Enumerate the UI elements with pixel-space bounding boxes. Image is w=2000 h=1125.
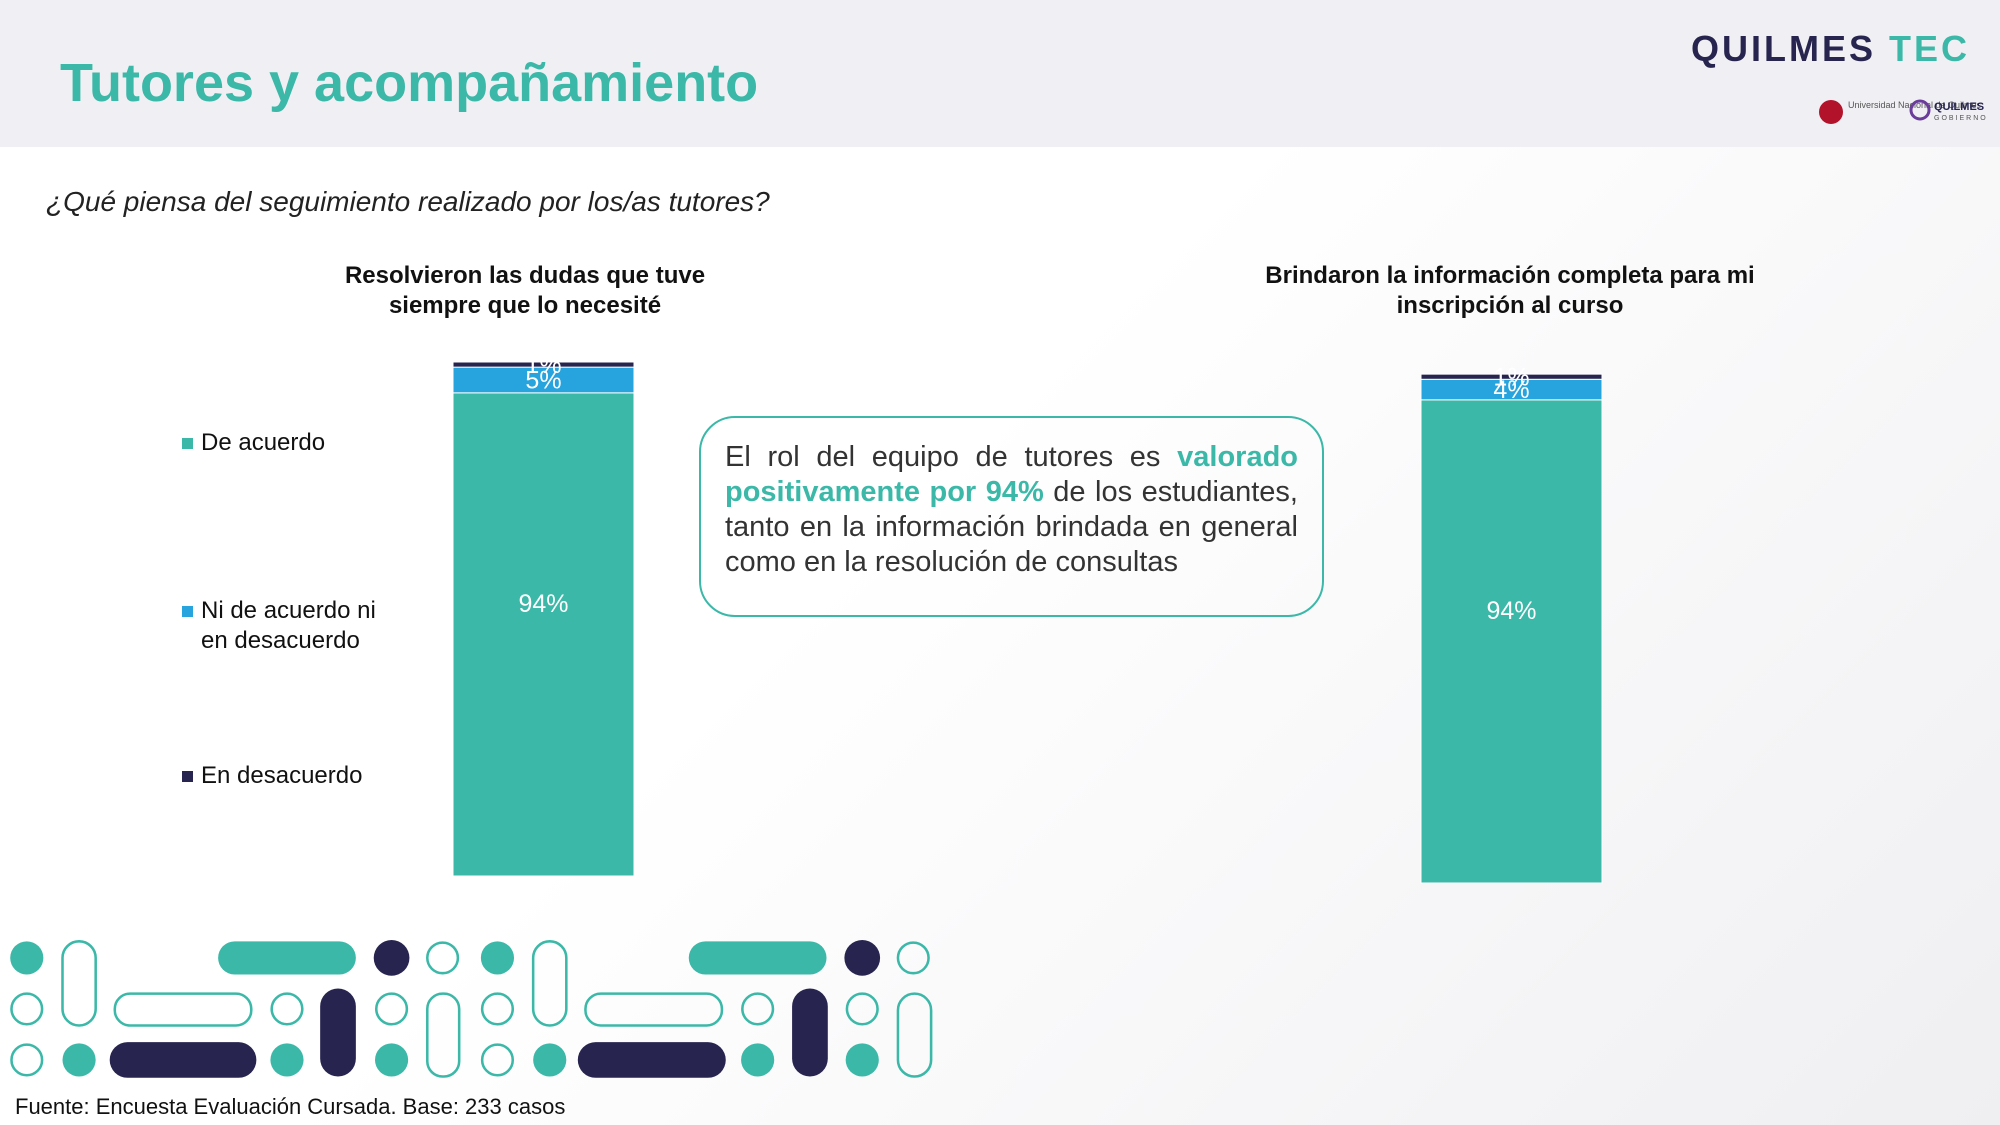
partner-icon: [1819, 100, 1843, 124]
legend-item: En desacuerdo: [182, 761, 402, 791]
logo-accent: TEC: [1889, 28, 1970, 69]
legend-swatch: [182, 771, 193, 782]
header-band: [0, 0, 2000, 147]
value-label: 4%: [1493, 376, 1529, 404]
value-label: 94%: [518, 590, 568, 618]
decor-pattern: [10, 940, 933, 1078]
question: ¿Qué piensa del seguimiento realizado po…: [46, 186, 770, 217]
legend-label: Ni de acuerdo ni en desacuerdo: [201, 597, 376, 654]
bar-segment: [452, 366, 635, 394]
legend-item: De acuerdo: [182, 428, 402, 458]
callout-text: El rol del equipo de tutores es: [725, 441, 1178, 473]
legend-swatch: [182, 438, 193, 449]
chart-title: Resolvieron las dudas que tuve siempre q…: [344, 262, 706, 319]
value-label: 1%: [525, 351, 561, 379]
bar-segment: [1420, 373, 1603, 380]
bar-segment: [452, 392, 635, 877]
value-label: 5%: [525, 367, 561, 395]
value-label: 94%: [1486, 597, 1536, 625]
callout-highlight: valorado positivamente por 94%: [725, 441, 1298, 508]
bars: 94%5%1%94%4%1%: [452, 351, 1603, 884]
legend-label: De acuerdo: [201, 429, 326, 456]
callout: El rol del equipo de tutores es valorado…: [699, 416, 1324, 617]
partner-logos: Universidad Nacional de Quilmes QUILMES …: [1819, 99, 1988, 124]
source: Fuente: Encuesta Evaluación Cursada. Bas…: [15, 1094, 566, 1119]
partner-text: Universidad Nacional de Quilmes: [1848, 100, 1982, 110]
partner-text: QUILMES: [1934, 101, 1984, 113]
slide-title: Tutores y acompañamiento: [60, 53, 759, 113]
logo-name: QUILMES: [1690, 28, 1876, 69]
logo: QUILMES TEC: [1691, 28, 1970, 70]
legend-item: Ni de acuerdo ni en desacuerdo: [182, 596, 402, 656]
bar-segment: [452, 361, 635, 368]
partner-icon: [1909, 99, 1931, 121]
bar-segment: [1420, 399, 1603, 884]
legend-swatch: [182, 606, 193, 617]
partner-text: GOBIERNO: [1934, 115, 1988, 122]
value-label: 1%: [1493, 363, 1529, 391]
legend-label: En desacuerdo: [201, 762, 363, 789]
chart-title: Brindaron la información completa para m…: [1265, 262, 1755, 319]
callout-text: de los estudiantes, tanto en la informac…: [725, 476, 1298, 578]
